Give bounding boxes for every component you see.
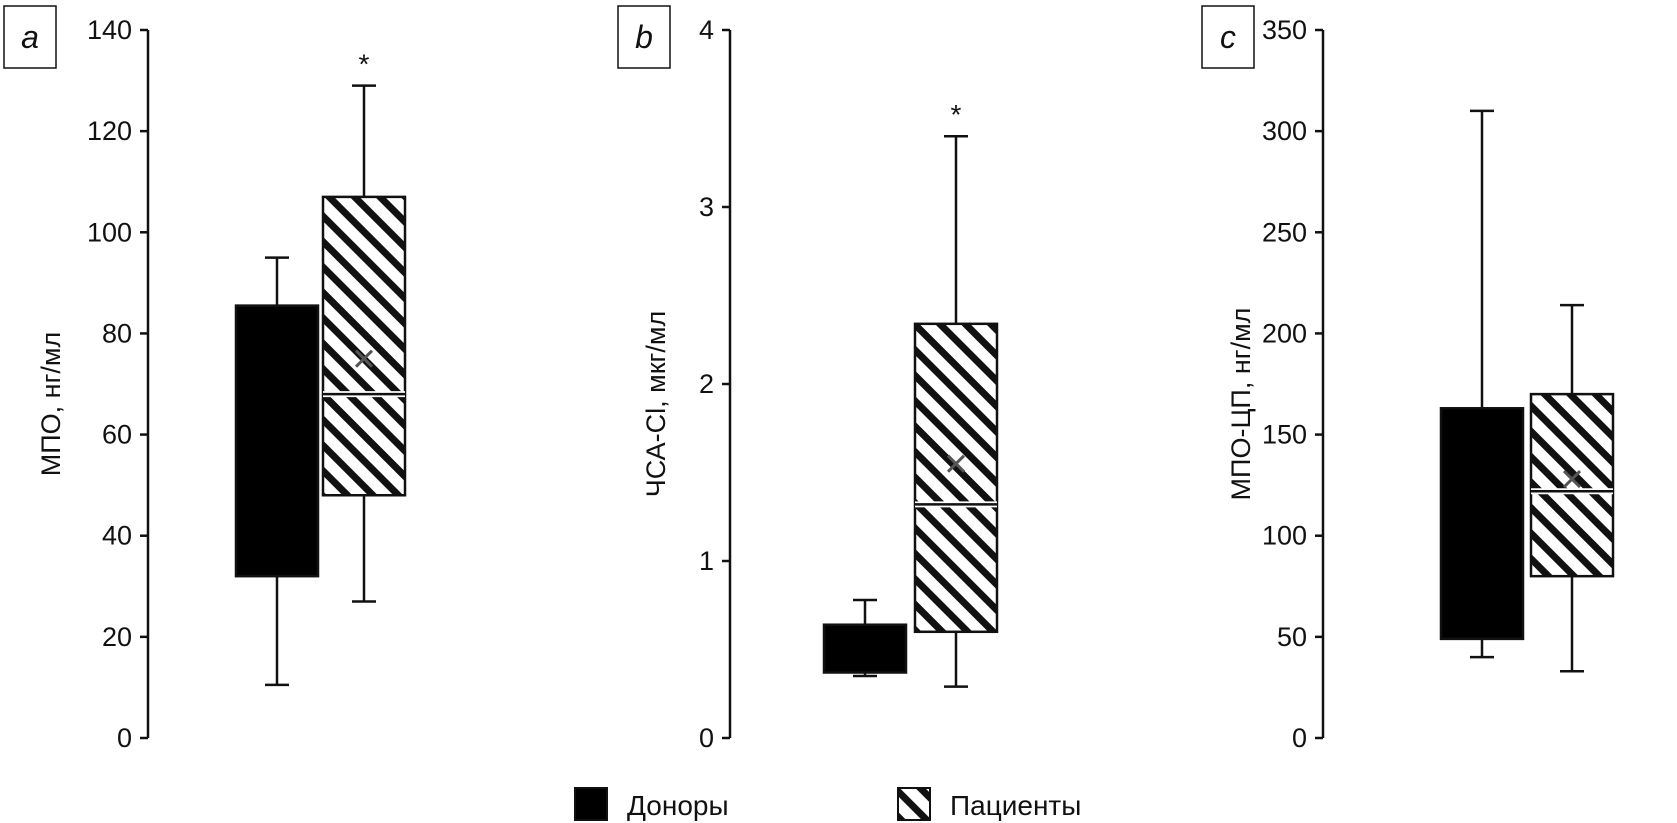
y-tick-label: 100 [87,217,132,247]
panel-letter: b [635,19,653,55]
box-donors [1439,109,1525,659]
mean-marker [354,349,374,368]
y-tick-label: 0 [699,723,714,753]
legend-swatch-patients [897,787,931,821]
box-donors [822,598,908,678]
y-tick-label: 0 [1292,723,1307,753]
y-tick-label: 300 [1262,116,1307,146]
iqr-box [1439,407,1525,641]
iqr-box [234,304,320,578]
y-tick-label: 2 [699,369,714,399]
y-tick-label: 1 [699,546,714,576]
panel-b-chart: b 0 1 2 3 4 ЧСА-Cl, мкг/мл * [617,5,999,753]
y-tick-label: 80 [102,318,132,348]
box-donors [234,256,320,687]
legend-label-donors: Доноры [627,790,729,821]
significance-marker: * [359,49,370,80]
iqr-box [321,195,407,497]
panel-letter-box [1201,5,1255,69]
iqr-box [1529,392,1615,578]
panel-c-chart: c 0 50 100 150 200 250 300 350 МПО-ЦП, нг/мл [1201,5,1615,753]
panel-letter: a [21,19,39,55]
box-patients [1529,303,1615,673]
y-tick-label: 250 [1262,217,1307,247]
mean-marker [946,454,966,473]
panel-letter-box [3,5,57,69]
legend: Доноры Пациенты [574,787,1081,821]
y-tick-label: 140 [87,15,132,45]
legend-swatch-donors [574,787,608,821]
y-tick-label: 0 [117,723,132,753]
y-tick-label: 200 [1262,318,1307,348]
y-tick-label: 120 [87,116,132,146]
y-tick-label: 100 [1262,521,1307,551]
y-tick-label: 50 [1277,622,1307,652]
y-axis-title: МПО, нг/мл [36,332,66,476]
significance-marker: * [951,99,962,130]
box-patients: * [913,99,999,688]
y-tick-label: 60 [102,420,132,450]
y-axis-title: МПО-ЦП, нг/мл [1226,308,1256,501]
legend-label-patients: Пациенты [950,790,1081,821]
iqr-box [913,322,999,634]
panel-letter-box [617,5,671,69]
y-tick-label: 4 [699,15,714,45]
y-tick-label: 20 [102,622,132,652]
panel-a-chart: a 0 20 40 60 80 100 120 140 МПО, нг/мл * [3,5,407,753]
panel-letter: c [1220,19,1236,55]
y-tick-label: 150 [1262,420,1307,450]
box-patients: * [321,49,407,603]
y-axis-title: ЧСА-Cl, мкг/мл [641,311,671,497]
y-tick-label: 3 [699,192,714,222]
y-tick-label: 350 [1262,15,1307,45]
iqr-box [822,623,908,674]
mean-marker [1562,470,1582,489]
y-tick-label: 40 [102,521,132,551]
